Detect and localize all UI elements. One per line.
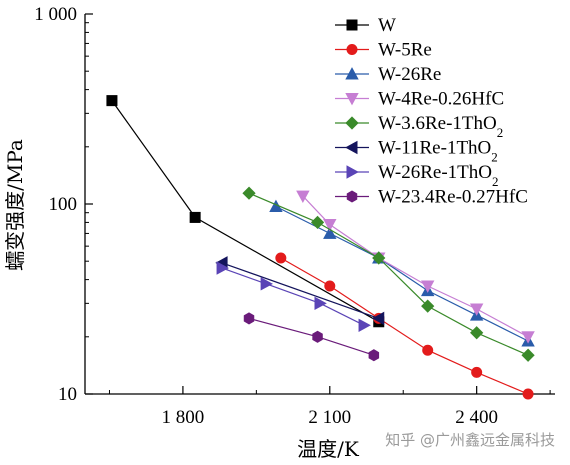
legend-item: W-26Re-1ThO2 (335, 162, 498, 189)
data-point (521, 348, 535, 362)
data-point (522, 388, 534, 400)
legend-label: W-23.4Re-0.27HfC (378, 187, 528, 208)
series-line (221, 262, 380, 319)
legend-label: W (378, 15, 396, 36)
legend-item: W-3.6Re-1ThO2 (335, 113, 503, 140)
data-point (243, 312, 255, 325)
data-point (106, 95, 118, 107)
legend-label: W-26Re-1ThO2 (378, 162, 498, 189)
data-point (242, 186, 256, 200)
legend-marker (346, 19, 358, 31)
legend-marker (346, 190, 358, 203)
y-tick-label: 10 (58, 384, 77, 405)
y-tick-label: 1 000 (34, 4, 77, 25)
series-w-26re-1tho (216, 261, 371, 332)
legend-label: W-26Re (378, 64, 441, 85)
data-point (323, 219, 337, 232)
legend-marker (346, 165, 359, 179)
legend-label: W-11Re-1ThO2 (378, 138, 498, 165)
y-tick-label: 100 (49, 194, 78, 215)
axes: 1 800 2 100 2 400 10 100 1 000 (34, 4, 555, 428)
data-point (296, 190, 310, 203)
legend-item: W-23.4Re-0.27HfC (335, 187, 528, 208)
data-point (358, 318, 371, 332)
data-point (421, 280, 435, 293)
x-tick-label: 2 100 (308, 407, 351, 428)
data-point (421, 299, 435, 313)
watermark-text: 知乎 @广州鑫远金属科技 (385, 431, 555, 449)
series-w-26re (269, 199, 535, 347)
data-point (521, 331, 535, 344)
legend-label: W-4Re-0.26HfC (378, 89, 504, 110)
data-point (312, 330, 323, 343)
series-w (106, 95, 385, 328)
legend-marker (345, 67, 359, 80)
x-axis-title: 温度/K (297, 437, 360, 461)
data-point (324, 280, 336, 292)
series-line (111, 100, 380, 323)
data-point (422, 344, 434, 356)
x-tick-label: 2 400 (455, 407, 498, 428)
y-axis-title: 蠕变强度/MPa (3, 139, 27, 271)
data-point (470, 326, 484, 340)
x-tick-label: 1 800 (162, 407, 205, 428)
legend-marker (345, 140, 358, 155)
legend-label: W-5Re (378, 40, 432, 61)
legend-item: W-4Re-0.26HfC (335, 89, 504, 110)
series-line (275, 205, 529, 342)
series-w-11re-1tho (215, 256, 385, 326)
data-point (371, 311, 385, 326)
series-w-5re (275, 252, 534, 400)
legend-label: W-3.6Re-1ThO2 (378, 113, 503, 140)
data-point (310, 215, 325, 230)
series-line (248, 317, 375, 356)
data-point (372, 251, 386, 265)
series-line (248, 192, 529, 356)
legend-item: W-5Re (335, 40, 432, 61)
legend-marker (346, 43, 358, 55)
series-line (221, 267, 365, 326)
data-point (323, 226, 337, 239)
data-point (275, 252, 287, 264)
series-w-4re-0-26hfc (296, 190, 535, 344)
legend: WW-5ReW-26ReW-4Re-0.26HfCW-3.6Re-1ThO2W-… (335, 15, 528, 208)
data-point (189, 211, 201, 223)
data-point (368, 349, 380, 362)
legend-item: W (335, 15, 396, 36)
legend-item: W-11Re-1ThO2 (335, 138, 498, 165)
data-point (216, 261, 229, 275)
legend-marker (345, 116, 359, 130)
series-layer (106, 95, 535, 400)
series-w-23-4re-0-27hfc (243, 312, 380, 362)
data-point (314, 296, 327, 311)
data-point (471, 366, 483, 378)
legend-marker (345, 93, 359, 106)
series-line (302, 195, 529, 338)
legend-item: W-26Re (335, 64, 441, 85)
data-point (469, 303, 484, 316)
data-point (260, 277, 273, 291)
series-w-3-6re-1tho (242, 186, 535, 362)
series-line (280, 257, 529, 395)
